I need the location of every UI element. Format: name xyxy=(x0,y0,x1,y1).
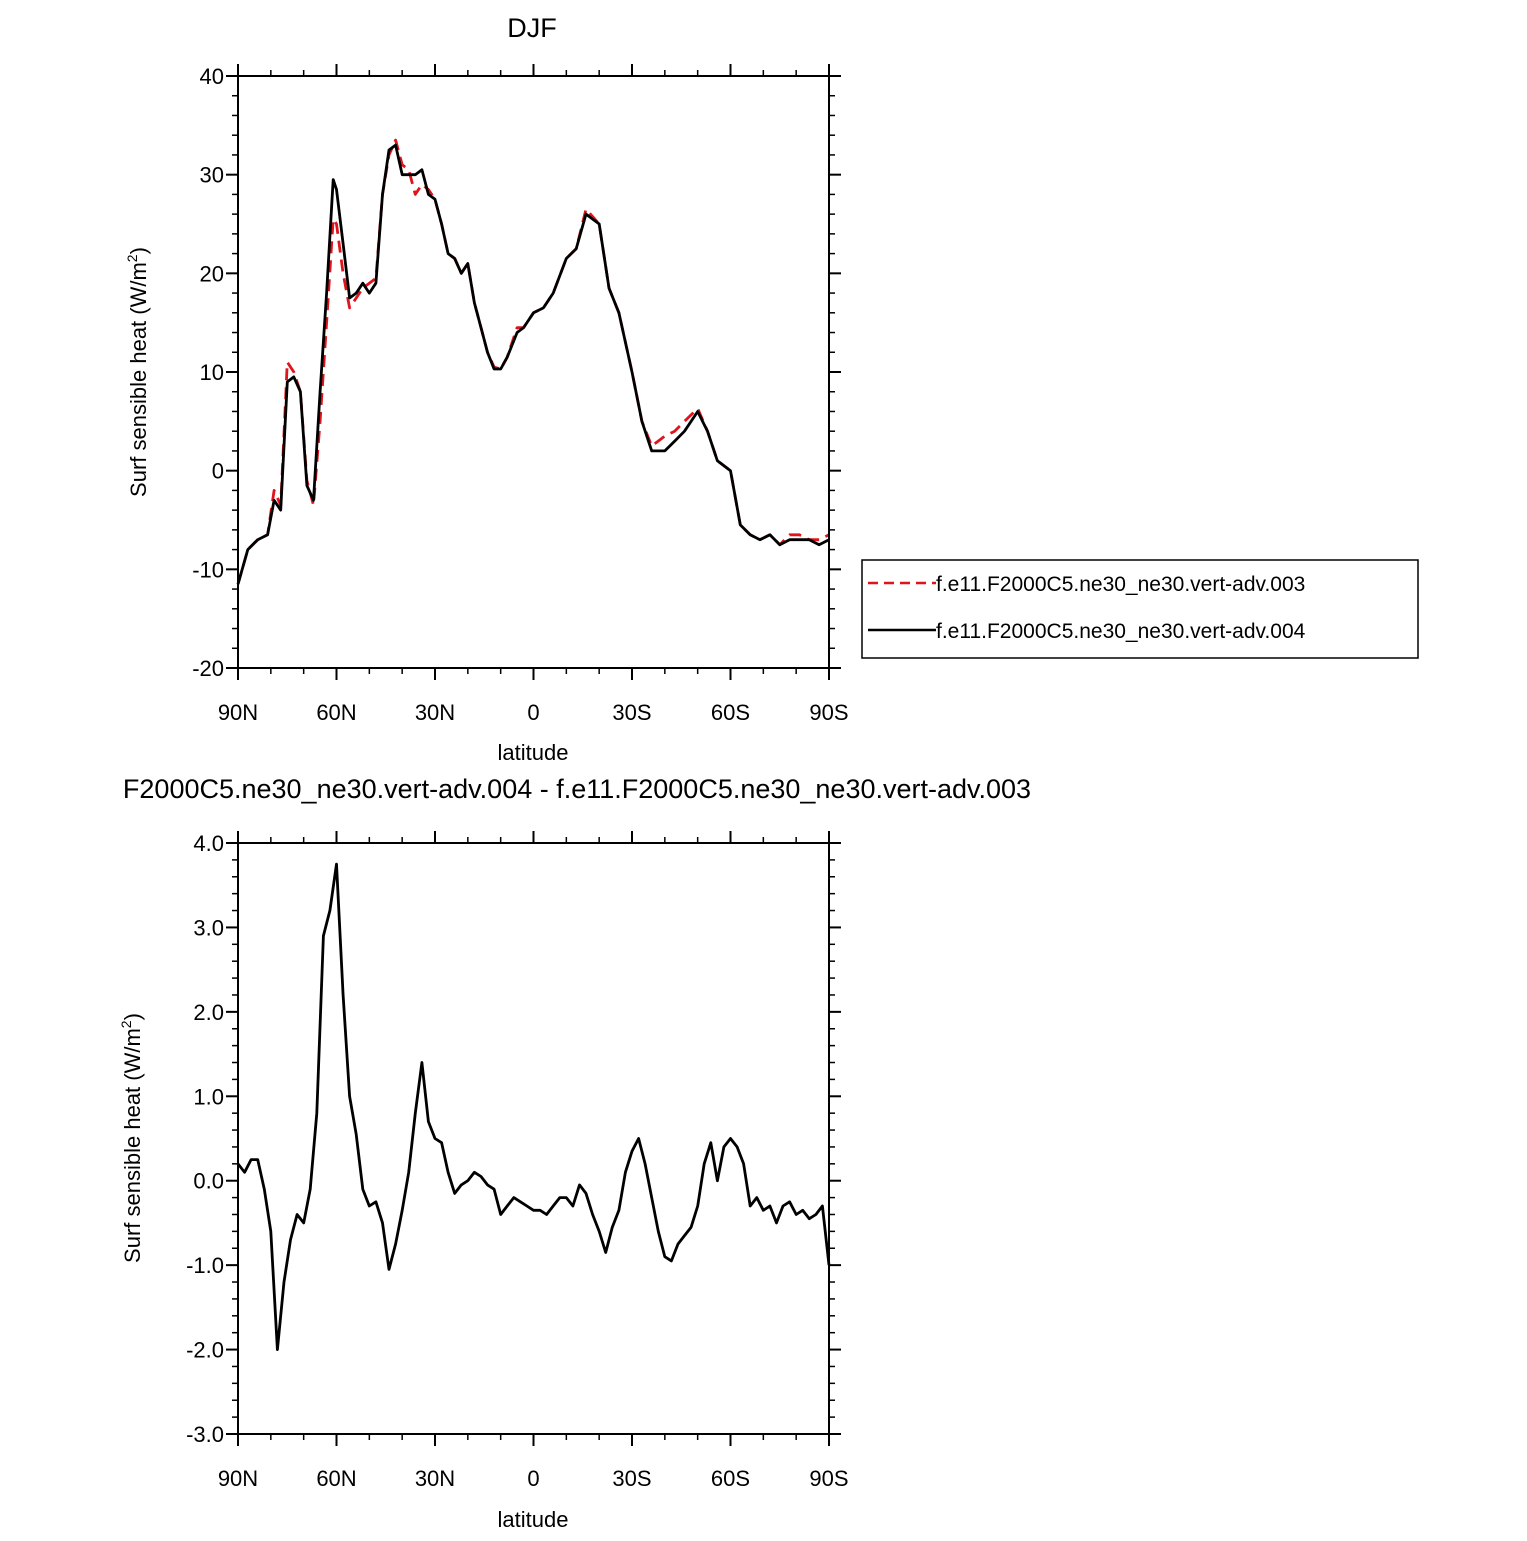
ytick-label: 4.0 xyxy=(193,831,224,856)
top-panel-xtick-labels: 90N 60N 30N 0 30S 60S 90S xyxy=(218,700,849,725)
bottom-panel-ylabel: Surf sensible heat (W/m2) xyxy=(118,1013,145,1263)
ytick-label: 1.0 xyxy=(193,1084,224,1109)
top-panel-ylabel: Surf sensible heat (W/m2) xyxy=(124,247,151,497)
bottom-panel-ylabel-close: ) xyxy=(120,1013,145,1020)
legend-box xyxy=(861,559,1419,659)
xtick-label: 30S xyxy=(612,700,651,725)
top-panel-series-group xyxy=(236,138,830,585)
bottom-panel: F2000C5.ne30_ne30.vert-adv.004 - f.e11.F… xyxy=(118,774,1031,1532)
xtick-label: 90N xyxy=(218,700,258,725)
ytick-label: 10 xyxy=(200,360,224,385)
xtick-label: 60S xyxy=(711,700,750,725)
top-panel-xlabel: latitude xyxy=(498,740,569,765)
ytick-label: -20 xyxy=(192,656,224,681)
xtick-label: 90S xyxy=(809,1466,848,1491)
top-panel-ylabel-close: ) xyxy=(126,247,151,254)
legend-label-exp004: f.e11.F2000C5.ne30_ne30.vert-adv.004 xyxy=(936,620,1306,643)
xtick-label: 60S xyxy=(711,1466,750,1491)
bottom-panel-xlabel: latitude xyxy=(498,1507,569,1532)
top-panel-ylabel-superscript: 2 xyxy=(124,254,140,262)
xtick-label: 30N xyxy=(415,1466,455,1491)
bottom-panel-series-group xyxy=(236,862,831,1351)
xtick-label: 90S xyxy=(809,700,848,725)
top-panel-ytick-labels: -20 -10 0 10 20 30 40 xyxy=(192,64,224,681)
ytick-label: -3.0 xyxy=(186,1422,224,1447)
xtick-label: 60N xyxy=(316,1466,356,1491)
top-panel-grid-ticks xyxy=(226,64,841,680)
xtick-label: 0 xyxy=(527,700,539,725)
ytick-label: 20 xyxy=(200,261,224,286)
bottom-panel-plot-frame xyxy=(237,842,830,1435)
ytick-label: -2.0 xyxy=(186,1338,224,1363)
bottom-panel-ylabel-text: Surf sensible heat (W/m xyxy=(120,1028,145,1263)
top-panel-title: DJF xyxy=(507,13,557,43)
bottom-panel-ylabel-superscript: 2 xyxy=(118,1020,134,1028)
bottom-panel-grid-ticks xyxy=(226,831,841,1446)
series-line-exp004 xyxy=(236,143,830,585)
ytick-label: 0.0 xyxy=(193,1169,224,1194)
ytick-label: 2.0 xyxy=(193,1000,224,1025)
legend-label-exp003: f.e11.F2000C5.ne30_ne30.vert-adv.003 xyxy=(936,573,1305,596)
bottom-panel-xtick-labels: 90N 60N 30N 0 30S 60S 90S xyxy=(218,1466,849,1491)
xtick-label: 60N xyxy=(316,700,356,725)
bottom-panel-ytick-labels: -3.0 -2.0 -1.0 0.0 1.0 2.0 3.0 4.0 xyxy=(186,831,224,1447)
bottom-panel-title: F2000C5.ne30_ne30.vert-adv.004 - f.e11.F… xyxy=(123,774,1031,804)
top-panel-ylabel-text: Surf sensible heat (W/m xyxy=(126,262,151,497)
xtick-label: 30N xyxy=(415,700,455,725)
series-line-difference xyxy=(236,862,831,1351)
xtick-label: 90N xyxy=(218,1466,258,1491)
ytick-label: 3.0 xyxy=(193,915,224,940)
ytick-label: 0 xyxy=(212,459,224,484)
ytick-label: -1.0 xyxy=(186,1253,224,1278)
xtick-label: 30S xyxy=(612,1466,651,1491)
ytick-label: 40 xyxy=(200,64,224,89)
legend: f.e11.F2000C5.ne30_ne30.vert-adv.003 f.e… xyxy=(861,559,1419,659)
top-panel-plot-frame xyxy=(237,75,830,669)
ytick-label: 30 xyxy=(200,163,224,188)
xtick-label: 0 xyxy=(527,1466,539,1491)
ytick-label: -10 xyxy=(192,557,224,582)
